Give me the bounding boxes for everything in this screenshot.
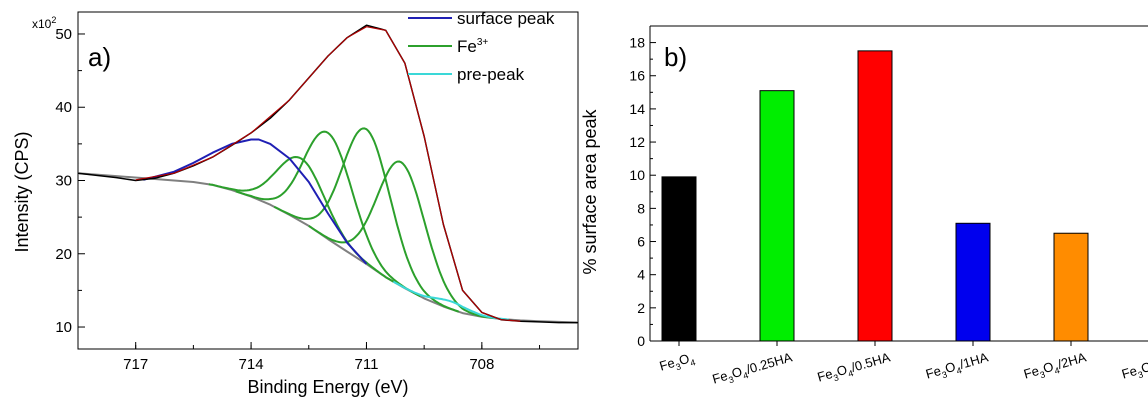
panel-a-legend: surface peak Fe3+ pre-peak <box>408 9 555 84</box>
panel-b-bar <box>759 90 795 342</box>
panel-a-surface-peak <box>143 138 368 265</box>
panel-b-category-label: Fe3O4 <box>658 349 697 376</box>
panel-a-legend-label: surface peak <box>457 9 555 28</box>
panel-a-x-tick-label: 717 <box>123 356 148 373</box>
panel-a-y-tick-label: 30 <box>55 173 72 190</box>
panel-a-fe3-peak <box>273 127 460 313</box>
panel-b-y-tick-label: 10 <box>629 167 645 183</box>
panel-b-bar <box>1053 232 1089 342</box>
panel-b-category-label: Fe3O4/0.25HA <box>711 349 795 389</box>
panel-b-bar <box>661 176 697 342</box>
panel-a-y-tick-label: 50 <box>55 26 72 43</box>
panel-a-y-tick-label: 40 <box>55 99 72 116</box>
panel-a-x-tick-label: 714 <box>239 356 264 373</box>
panel-b-y-axis-label: % surface area peak <box>580 108 600 274</box>
panel-b-y-tick-label: 2 <box>637 300 645 316</box>
panel-a-y-tick-label: 10 <box>55 319 72 336</box>
panel-a-xps-spectrum: 717 714 711 708 10 20 30 40 50 a) x102 Binding E… <box>12 9 579 397</box>
panel-a-fe3-peak <box>308 160 494 319</box>
panel-a-axes <box>77 11 579 350</box>
panel-b-bar-chart: 0 2 4 6 8 10 12 14 16 18 Fe3O4 Fe3O4/0.25HA Fe3O4/0… <box>580 25 1148 389</box>
panel-b-ticks: 0 2 4 6 8 10 12 14 16 18 <box>629 25 1072 349</box>
panel-a-frame <box>77 11 579 350</box>
panel-a-x-tick-label: 708 <box>469 356 494 373</box>
panel-b-y-tick-label: 16 <box>629 68 645 84</box>
panel-a-background-line <box>77 172 579 324</box>
panel-b-bar <box>857 50 893 342</box>
panel-a-legend-label: pre-peak <box>457 65 525 84</box>
panel-b-bars <box>661 50 1089 342</box>
panel-b-y-tick-label: 18 <box>629 35 645 51</box>
panel-b-y-tick-label: 12 <box>629 134 645 150</box>
panel-b-y-tick-label: 0 <box>637 333 645 349</box>
panel-b-label: b) <box>664 42 687 72</box>
panel-b-y-tick-label: 6 <box>637 234 645 250</box>
panel-a-y-axis-label: Intensity (CPS) <box>12 131 32 252</box>
panel-a-label: a) <box>88 42 111 72</box>
panel-a-fe3-peak <box>235 130 421 298</box>
panel-b-category-label: Fe3O4/4HA <box>1120 349 1148 384</box>
panel-a-fit-envelope <box>135 26 521 322</box>
panel-b-y-tick-label: 8 <box>637 200 645 216</box>
panel-a-legend-label: Fe3+ <box>457 37 488 56</box>
panel-a-y-tick-label: 20 <box>55 246 72 263</box>
panel-b-category-label: Fe3O4/1HA <box>924 349 991 384</box>
panel-b-bar <box>955 222 991 342</box>
panel-b-category-labels: Fe3O4 Fe3O4/0.25HA Fe3O4/0.5HA Fe3O4/1HA Fe3… <box>658 349 1148 389</box>
panel-b-category-label: Fe3O4/2HA <box>1022 349 1089 384</box>
panel-b-category-label: Fe3O4/0.5HA <box>816 349 893 387</box>
panel-a-curves <box>77 24 579 324</box>
panel-a-ticks: 717 714 711 708 10 20 30 40 50 <box>55 26 541 373</box>
panel-a-x-axis-label: Binding Energy (eV) <box>247 377 408 397</box>
panel-b-y-tick-label: 14 <box>629 101 645 117</box>
panel-a-pre-peak <box>392 280 509 321</box>
panel-a-x-tick-label: 711 <box>355 356 379 373</box>
panel-a-y-multiplier: x102 <box>32 15 56 31</box>
panel-b-y-tick-label: 4 <box>637 267 645 283</box>
